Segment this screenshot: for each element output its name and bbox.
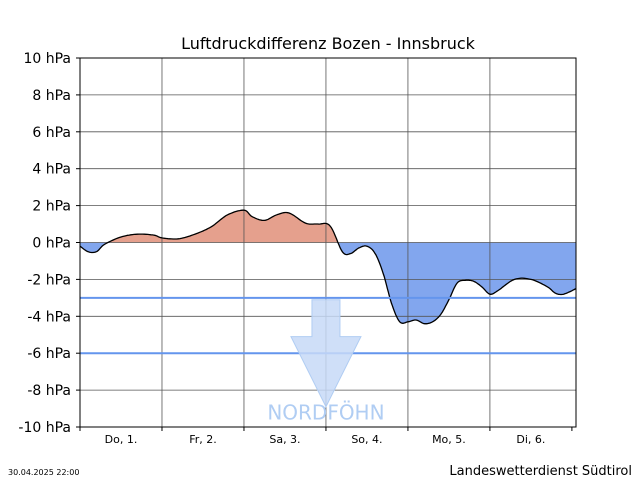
y-tick-label: -10 hPa [18,420,71,436]
y-tick-label: -8 hPa [27,383,71,399]
negative-area [80,242,576,324]
x-tick-label: Mo, 5. [432,433,466,446]
pressure-diff-line [79,209,577,325]
y-tick-label: 4 hPa [32,162,71,178]
y-tick-label: 6 hPa [32,125,71,141]
foehn-arrow-layer [290,299,362,408]
footer-timestamp: 30.04.2025 22:00 [8,468,79,477]
x-tick-label: Do, 1. [105,433,138,446]
nordfoehn-label: NORDFÖHN [267,401,384,425]
series-line-layer [79,209,577,325]
positive-area [80,210,576,243]
plot-area [79,57,577,428]
x-tick-label: Di, 6. [516,433,545,446]
x-tick-label: Fr, 2. [189,433,217,446]
x-axis: Do, 1. Fr, 2. Sa, 3. So, 4. Mo, 5. Di, 6. [79,427,573,446]
y-tick-label: 0 hPa [32,236,71,252]
y-tick-label: -2 hPa [27,272,71,288]
y-axis: 10 hPa 8 hPa 6 hPa 4 hPa 2 hPa 0 hPa -2 hPa -4 … [18,51,80,436]
y-tick-label: -4 hPa [27,309,71,325]
y-tick-label: -6 hPa [27,346,71,362]
chart-title: Luftdruckdifferenz Bozen - Innsbruck [181,34,476,53]
nordfoehn-arrow-icon [290,299,362,408]
y-tick-label: 8 hPa [32,88,71,104]
y-tick-label: 10 hPa [23,51,71,67]
x-tick-label: Sa, 3. [269,433,300,446]
x-tick-label: So, 4. [351,433,382,446]
area-fill-layer [80,210,576,324]
y-tick-label: 2 hPa [32,199,71,215]
footer-source: Landeswetterdienst Südtirol [449,464,632,479]
